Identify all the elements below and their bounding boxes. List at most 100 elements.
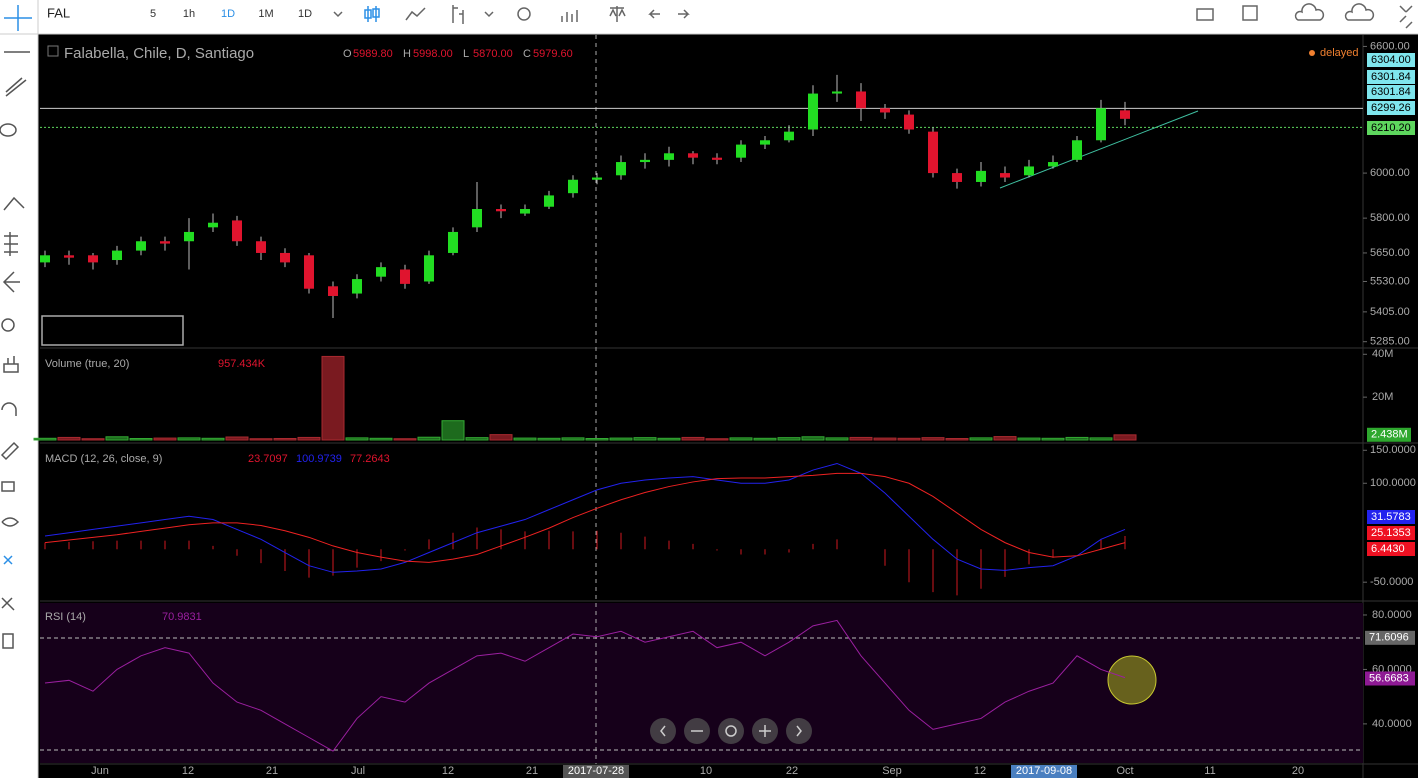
volume-title: Volume (true, 20) <box>45 358 129 370</box>
redo[interactable] <box>678 9 690 19</box>
arrow-tool[interactable] <box>2 271 20 293</box>
scroll-left[interactable] <box>650 718 676 744</box>
candle-body <box>904 114 914 130</box>
macd-tag-label: 25.1353 <box>1371 527 1411 539</box>
volume-bar <box>321 355 345 441</box>
compare[interactable] <box>405 7 426 21</box>
volume-bar <box>105 436 129 441</box>
price-tag-label: 6304.00 <box>1371 54 1411 66</box>
macd-line <box>44 462 1126 573</box>
top-toolbar <box>0 0 1418 34</box>
candle-body <box>1024 166 1034 176</box>
rsi-title: RSI (14) <box>45 611 86 623</box>
interval-button[interactable]: 1D <box>221 8 235 20</box>
x-tick-label: 21 <box>266 765 278 777</box>
x-tick-label: 12 <box>442 765 454 777</box>
candle-body <box>568 179 578 194</box>
candle-body <box>496 209 506 212</box>
rsi-tag <box>1365 671 1415 686</box>
left-tools <box>0 5 32 649</box>
save-layout[interactable] <box>1344 3 1375 21</box>
shape-tool[interactable] <box>0 123 17 137</box>
ohlc-value: 5998.00 <box>413 48 453 60</box>
candle-body <box>472 209 482 228</box>
candle-body <box>976 170 986 182</box>
collapse-icon[interactable] <box>47 45 59 57</box>
macd-legend-value: 77.2643 <box>350 453 390 465</box>
interval-dropdown[interactable] <box>333 11 343 18</box>
candle-body <box>160 241 170 244</box>
measure-tool[interactable] <box>3 356 19 373</box>
trash-tool[interactable] <box>2 633 14 649</box>
candle-body <box>208 222 218 228</box>
alerts[interactable] <box>609 6 626 22</box>
price-tag <box>1367 53 1415 67</box>
zoom-tool[interactable] <box>1 318 15 332</box>
hide-tool[interactable] <box>1 517 20 527</box>
candle-body <box>712 157 722 160</box>
fib-tool[interactable] <box>4 232 18 256</box>
candle-body <box>184 231 194 242</box>
volume-bar <box>705 438 729 441</box>
y-tick-label: 5800.00 <box>1370 212 1410 224</box>
volume-bar <box>1041 437 1065 441</box>
y-tick-label: -50.0000 <box>1370 576 1413 588</box>
indicators[interactable] <box>452 5 464 24</box>
x-label-highlight <box>563 765 629 778</box>
snapshot[interactable] <box>1196 8 1214 21</box>
remove-tool[interactable] <box>1 597 15 611</box>
pattern-tool[interactable] <box>3 196 25 211</box>
volume-bar <box>129 438 153 441</box>
magnet-tool[interactable] <box>1 402 17 416</box>
templates[interactable] <box>561 10 578 22</box>
candle-body <box>280 252 290 263</box>
x-tick-label: 10 <box>700 765 712 777</box>
candle-body <box>808 93 818 130</box>
volume-bar <box>81 438 105 441</box>
chart-style[interactable] <box>364 6 380 22</box>
load-layout[interactable] <box>1294 3 1325 21</box>
undo[interactable] <box>648 9 660 19</box>
y-tick-label: 5405.00 <box>1370 306 1410 318</box>
price-tag <box>1367 70 1415 84</box>
volume-bar <box>465 437 489 441</box>
volume-bar <box>177 437 201 441</box>
x-tick-label: 11 <box>1204 765 1215 777</box>
channel-tool[interactable] <box>5 77 27 97</box>
symbol[interactable]: FAL <box>47 5 70 20</box>
candle-body <box>592 177 602 180</box>
x-tick-label: 2017-09-08 <box>1016 765 1072 777</box>
link-tool[interactable] <box>3 555 13 565</box>
y-tick-label: 5285.00 <box>1370 336 1410 348</box>
macd-line <box>44 472 1126 563</box>
interval-button[interactable]: 1M <box>258 8 273 20</box>
watchlist[interactable] <box>1242 5 1258 21</box>
price-tag <box>1367 85 1415 99</box>
volume-bar <box>489 434 513 441</box>
settings[interactable] <box>517 7 531 21</box>
y-tick-label: 40.0000 <box>1372 718 1412 730</box>
interval-button[interactable]: 1D <box>298 8 312 20</box>
fullscreen[interactable] <box>1399 5 1413 29</box>
crosshair-tool[interactable] <box>4 5 32 31</box>
price-tag <box>1367 121 1415 135</box>
candle-body <box>760 140 770 145</box>
volume-bar <box>297 436 321 441</box>
candle-body <box>40 255 50 263</box>
scroll-right[interactable] <box>786 718 812 744</box>
pencil-tool[interactable] <box>0 441 20 461</box>
price-tag-label: 6301.84 <box>1371 71 1411 83</box>
reset[interactable] <box>718 718 744 744</box>
interval-button[interactable]: 5 <box>150 8 156 20</box>
ohlc-value: 5989.80 <box>353 48 393 60</box>
volume-bar <box>609 437 633 441</box>
indicators-dropdown[interactable] <box>484 11 494 18</box>
symbol-title: Falabella, Chile, D, Santiago <box>64 45 254 62</box>
y-tick-label: 20M <box>1372 391 1393 403</box>
volume-bar <box>345 437 369 441</box>
x-label-highlight <box>1011 765 1077 778</box>
ohlc-key: O <box>343 48 352 60</box>
lock-tool[interactable] <box>1 481 15 492</box>
interval-button[interactable]: 1h <box>183 8 195 20</box>
